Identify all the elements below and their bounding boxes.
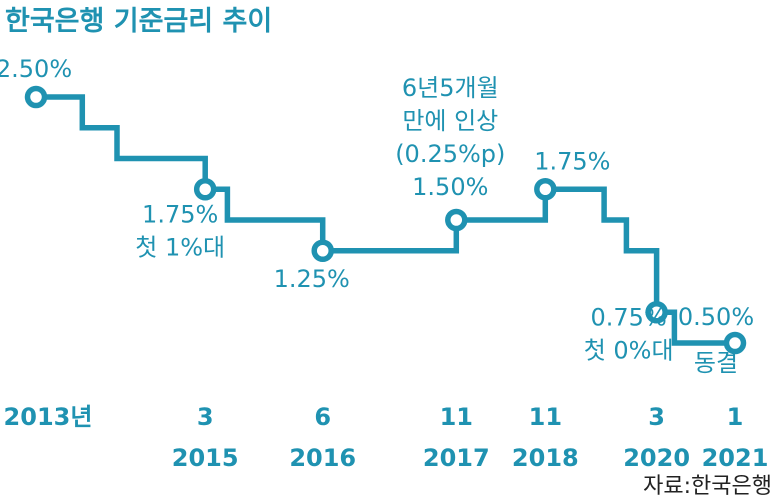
x-tick-year: 2021 [702, 444, 769, 472]
data-label: 1.25% [274, 265, 350, 293]
x-tick-month: 6 [314, 403, 331, 431]
x-tick-month: 11 [440, 403, 473, 431]
data-label: 2.50% [0, 55, 72, 83]
x-tick-month: 3 [648, 403, 665, 431]
x-tick-month: 11 [529, 403, 562, 431]
annotation-text: 첫 0%대 [584, 336, 674, 364]
data-point-marker [445, 208, 468, 232]
x-tick-year: 2020 [623, 444, 690, 472]
x-tick-month: 1 [727, 403, 744, 431]
data-label: 1.75% [534, 147, 610, 175]
data-point-marker [193, 178, 217, 201]
x-tick-year: 2015 [172, 444, 239, 472]
source-note: 자료:한국은행 [643, 474, 772, 499]
data-label: 0.75% [591, 303, 667, 331]
annotation-text: 동결 [694, 349, 738, 377]
x-axis-labels: 2013년 3 2015 6 2016 11 2017 11 2018 3 2020 1 2021 [4, 403, 769, 472]
rate-step-line [36, 94, 735, 346]
data-point-marker [645, 301, 668, 324]
x-tick-year: 2017 [423, 444, 490, 472]
annotation-text: 만에 인상 [402, 107, 498, 135]
data-label: 1.50% [412, 173, 488, 201]
data-label: 0.50% [678, 303, 754, 331]
series-line-group [36, 94, 735, 346]
marker-group [24, 85, 747, 355]
data-point-marker [311, 239, 334, 262]
data-point-marker [24, 85, 48, 109]
x-tick-year: 2018 [512, 444, 579, 472]
data-point-marker [534, 178, 557, 201]
x-tick-month: 3 [197, 403, 214, 431]
annotation-text: 첫 1%대 [135, 233, 225, 261]
annotation-text: (0.25%p) [395, 140, 505, 168]
x-tick-month: 2013년 [4, 403, 93, 431]
data-label: 1.75% [142, 200, 218, 228]
annotation-text: 6년5개월 [402, 74, 499, 102]
x-tick-year: 2016 [289, 444, 356, 472]
data-point-marker [723, 331, 747, 355]
chart-title: 한국은행 기준금리 추이 [5, 6, 272, 37]
